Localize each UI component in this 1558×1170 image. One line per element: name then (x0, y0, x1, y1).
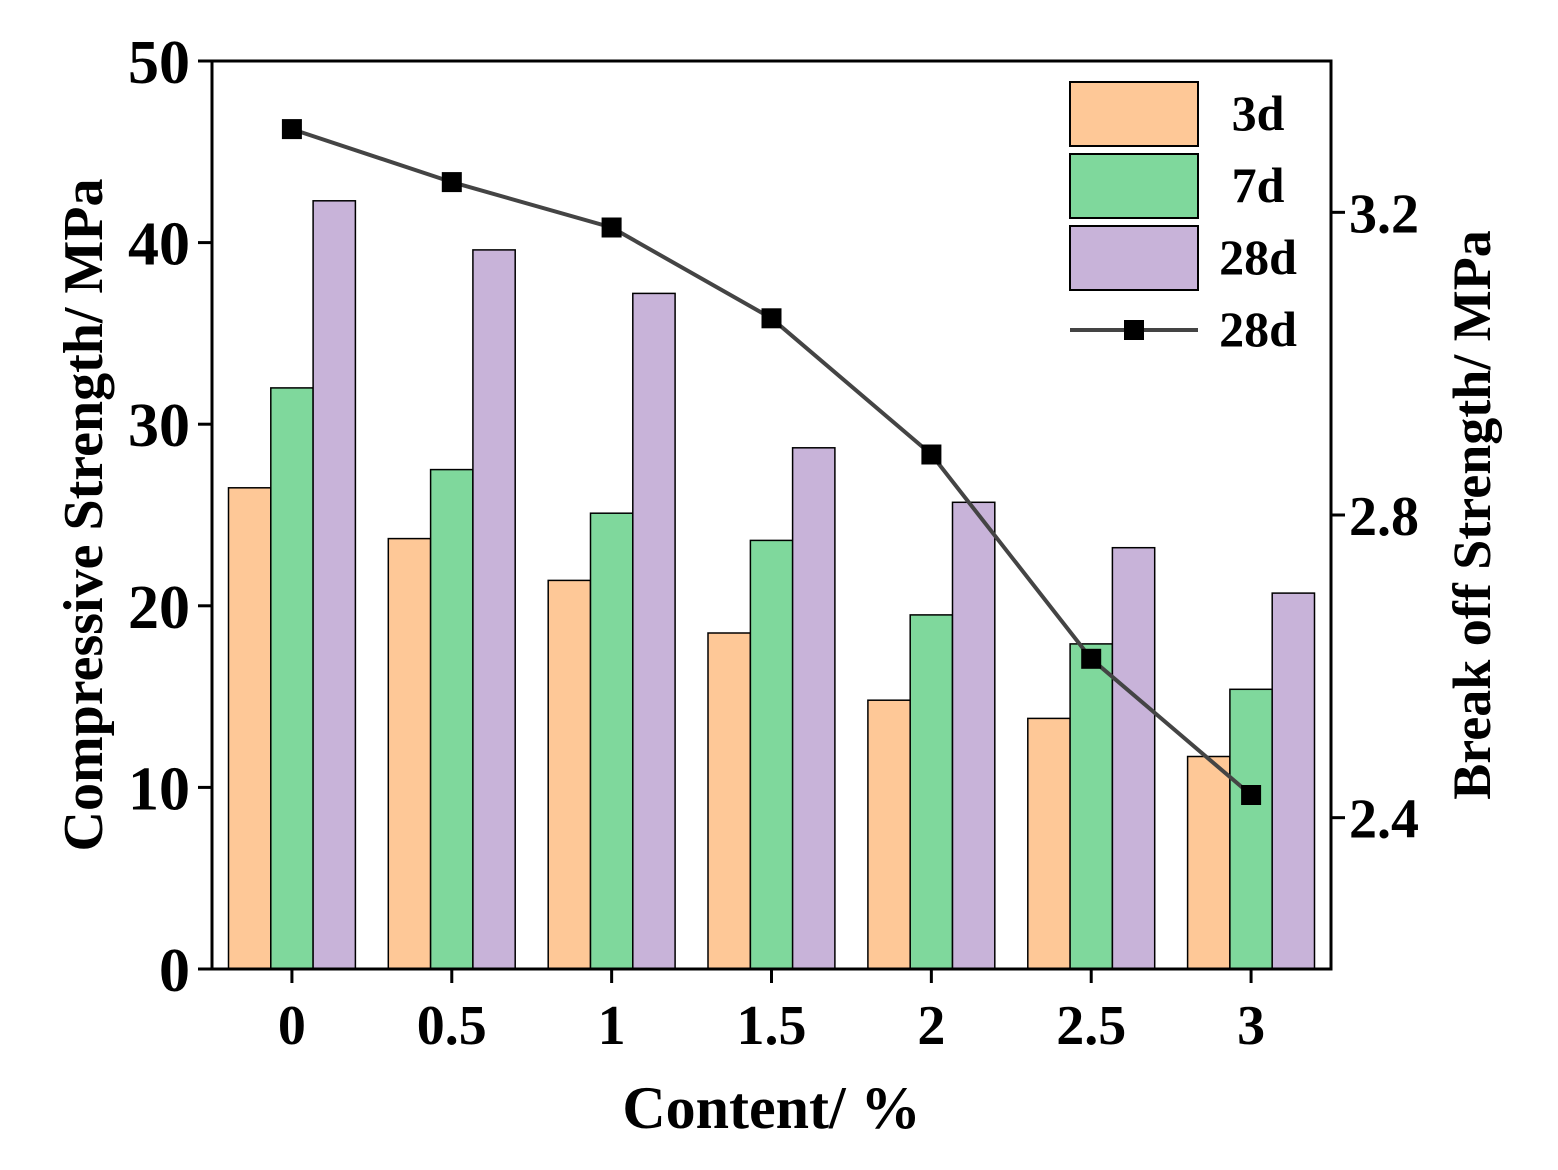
bar-3d-0 (227, 487, 272, 970)
y-tick-label-20: 20 (128, 574, 190, 642)
x-tick-label-2: 2 (917, 995, 945, 1057)
plot-area (227, 119, 1316, 970)
x-axis-title: Content/ % (622, 1075, 920, 1141)
bar-3d-1.5 (707, 632, 752, 970)
bar-7d-0.5 (429, 468, 474, 970)
x-tick-label-0.5: 0.5 (417, 995, 487, 1057)
y2-tick-label-2.8: 2.8 (1349, 486, 1419, 548)
legend-label-7d: 7d (1232, 157, 1285, 213)
bar-3d-3 (1186, 755, 1231, 970)
point-28d-2 (921, 444, 942, 465)
legend-swatch-3d (1069, 81, 1199, 147)
y-tick-label-10: 10 (128, 755, 190, 823)
y-tick-label-30: 30 (128, 392, 190, 460)
bar-28d-2.5 (1111, 546, 1156, 970)
y-tick-label-50: 50 (128, 29, 190, 97)
bar-7d-2 (909, 614, 954, 970)
point-28d-1 (601, 217, 622, 238)
point-28d-2.5 (1081, 648, 1102, 669)
legend: 3d 7d 28d 28d (1069, 81, 1297, 357)
bar-28d-3 (1271, 592, 1316, 970)
legend-swatch-7d (1069, 153, 1199, 219)
x-tick-label-0: 0 (278, 995, 306, 1057)
point-28d-0 (281, 119, 302, 140)
y-tick-label-0: 0 (159, 937, 190, 1005)
x-tick-label-3: 3 (1237, 995, 1265, 1057)
bar-3d-0.5 (387, 537, 432, 970)
bar-3d-1 (547, 579, 592, 970)
bar-7d-0 (270, 387, 314, 970)
y2-axis-title: Break off Strength/ MPa (1442, 230, 1502, 799)
bar-7d-2.5 (1069, 643, 1114, 970)
bar-28d-1.5 (791, 447, 836, 970)
bar-3d-2.5 (1027, 717, 1071, 970)
legend-swatch-28d (1069, 225, 1199, 291)
y2-tick-label-2.4: 2.4 (1349, 789, 1419, 851)
axes: 0 10 20 30 40 50 2.4 2.8 3.2 0 0.5 1 1.5 2 2.5 3 Content… (53, 29, 1502, 1141)
legend-label-28d: 28d (1219, 229, 1297, 285)
point-28d-3 (1241, 785, 1262, 805)
x-tick-label-2.5: 2.5 (1056, 995, 1126, 1057)
bar-28d-0.5 (472, 249, 516, 970)
legend-label-3d: 3d (1232, 85, 1285, 141)
bar-28d-1 (632, 292, 676, 970)
y-tick-label-40: 40 (128, 211, 190, 279)
x-tick-label-1.5: 1.5 (737, 995, 807, 1057)
bar-7d-3 (1229, 688, 1273, 970)
legend-marker-28d (1124, 320, 1144, 340)
point-28d-0.5 (441, 172, 462, 193)
bar-3d-2 (867, 699, 911, 970)
bar-7d-1 (589, 512, 634, 970)
bar-28d-2 (951, 501, 996, 970)
point-28d-1.5 (761, 308, 782, 329)
bar-7d-1.5 (749, 539, 794, 970)
legend-label-line-28d: 28d (1219, 301, 1297, 357)
y2-tick-label-3.2: 3.2 (1349, 183, 1419, 245)
x-tick-label-1: 1 (598, 995, 626, 1057)
bar-28d-0 (312, 200, 357, 970)
y-axis-title: Compressive Strength/ MPa (53, 179, 115, 852)
